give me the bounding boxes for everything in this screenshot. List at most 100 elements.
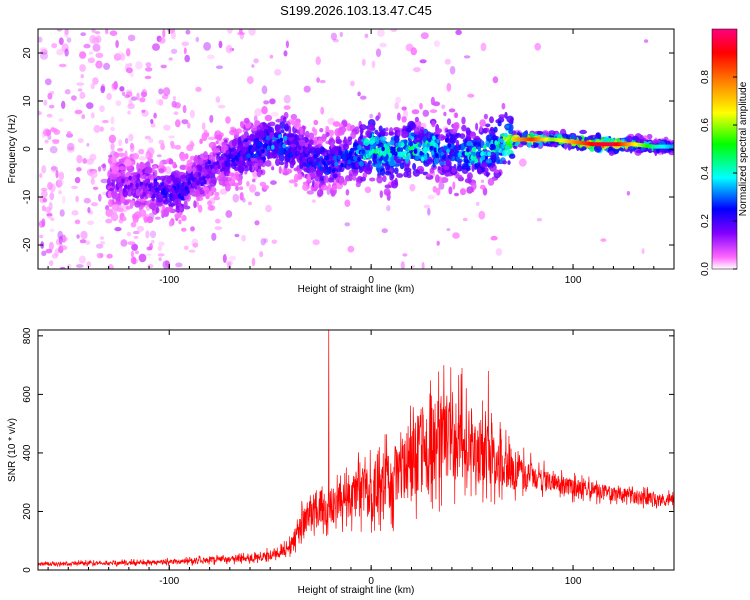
heatmap-cell (396, 158, 402, 164)
heatmap-cell (82, 158, 87, 164)
heatmap-cell (59, 266, 66, 269)
heatmap-cell (150, 158, 154, 164)
heatmap-ridge-cell (372, 143, 377, 148)
heatmap-cell (427, 207, 431, 216)
heatmap-cell (386, 205, 391, 212)
heatmap-ridge-cell (174, 188, 179, 194)
heatmap-cell (158, 168, 165, 174)
heatmap-cell (108, 199, 113, 208)
heatmap-cell (548, 130, 556, 135)
heatmap-points (38, 29, 674, 269)
heatmap-cell (248, 29, 256, 36)
heatmap-cell (325, 132, 330, 137)
heatmap-cell (278, 166, 282, 174)
heatmap-cell (110, 190, 118, 198)
heatmap-cell (302, 183, 310, 191)
heatmap-cell (264, 160, 272, 167)
heatmap-cell (437, 134, 445, 141)
heatmap-cell (183, 47, 187, 55)
heatmap-ridge-cell (379, 150, 384, 156)
heatmap-cell (155, 98, 164, 106)
heatmap-cell (49, 192, 55, 201)
heatmap-cell (421, 261, 425, 269)
heatmap-cell (332, 38, 339, 43)
heatmap-ridge-cell (422, 142, 426, 148)
heatmap-ridge-cell (415, 155, 419, 161)
heatmap-cell (130, 175, 137, 183)
heatmap-cell (87, 57, 95, 64)
heatmap-ridge-cell (500, 138, 504, 144)
heatmap-cell (360, 95, 367, 100)
heatmap-cell (480, 179, 485, 183)
heatmap-cell (95, 52, 104, 59)
heatmap-cell (401, 130, 408, 139)
heatmap-cell (308, 132, 315, 140)
heatmap-cell (480, 184, 486, 190)
heatmap-cell (581, 146, 587, 151)
heatmap-cell (79, 91, 86, 99)
heatmap-cell (170, 48, 178, 54)
heatmap-cell (74, 219, 81, 225)
heatmap-cell (420, 32, 429, 40)
heatmap-cell (152, 43, 160, 51)
heatmap-cell (497, 121, 502, 127)
heatmap-cell (44, 78, 52, 86)
heatmap-cell (159, 160, 164, 168)
heatmap-cell (83, 197, 91, 204)
heatmap-cell (157, 245, 163, 252)
heatmap-cell (394, 102, 400, 110)
heatmap-ridge-cell (207, 159, 211, 165)
heatmap-cell (275, 158, 281, 167)
heatmap-ridge-cell (169, 192, 173, 198)
heatmap-cell (229, 255, 237, 261)
heatmap-cell (145, 67, 153, 72)
heatmap-cell (208, 154, 213, 162)
heatmap-cell (40, 190, 48, 198)
heatmap-cell (168, 135, 175, 139)
heatmap-cell (359, 161, 364, 167)
heatmap-ridge-cell (398, 142, 402, 148)
heatmap-ridge-cell (286, 140, 291, 146)
heatmap-ridge-cell (382, 151, 387, 157)
heatmap-cell (117, 152, 125, 157)
heatmap-cell (179, 174, 187, 183)
heatmap-ridge-cell (186, 189, 190, 195)
heatmap-cell (236, 128, 242, 134)
heatmap-cell (214, 226, 223, 230)
heatmap-cell (233, 148, 238, 153)
heatmap-cell (466, 186, 474, 194)
heatmap-cell (67, 131, 72, 135)
heatmap-cell (254, 220, 260, 226)
heatmap-cell (345, 175, 351, 182)
heatmap-cell (435, 174, 440, 183)
heatmap-cell (95, 60, 103, 69)
heatmap-cell (139, 97, 146, 103)
heatmap-cell (410, 136, 415, 140)
heatmap-cell (109, 172, 118, 180)
heatmap-cell (456, 165, 463, 172)
heatmap-ridge-cell (453, 146, 457, 151)
heatmap-cell (395, 96, 401, 104)
heatmap-ridge-cell (215, 160, 220, 166)
heatmap-cell (467, 93, 475, 98)
heatmap-cell (400, 261, 405, 269)
heatmap-cell (168, 57, 173, 61)
heatmap-cell (215, 140, 219, 144)
heatmap-cell (183, 245, 189, 250)
heatmap-cell (166, 175, 172, 184)
heatmap-cell (473, 163, 478, 170)
heatmap-cell (90, 112, 95, 119)
heatmap-cell (174, 102, 181, 109)
heatmap-cell (203, 151, 208, 159)
heatmap-ridge-cell (313, 153, 318, 159)
heatmap-cell (130, 256, 137, 265)
heatmap-ridge-cell (153, 178, 158, 184)
heatmap-cell (491, 134, 497, 141)
heatmap-cell (342, 179, 348, 186)
heatmap-cell (445, 159, 452, 168)
heatmap-cell (448, 108, 456, 113)
heatmap-cell (294, 182, 298, 187)
heatmap-cell (76, 82, 85, 86)
heatmap-cell (495, 248, 503, 256)
heatmap-cell (354, 126, 360, 135)
